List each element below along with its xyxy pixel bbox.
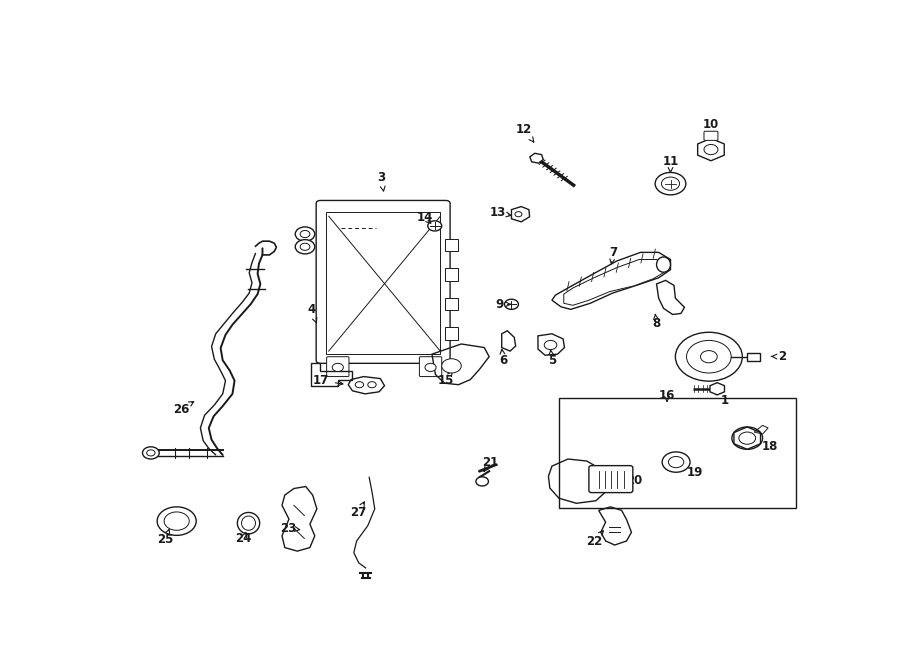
Circle shape [425,364,436,371]
Circle shape [442,359,461,373]
FancyBboxPatch shape [326,212,440,354]
Bar [446,268,458,281]
Polygon shape [530,153,544,163]
FancyBboxPatch shape [316,200,450,364]
FancyBboxPatch shape [419,357,442,377]
Circle shape [295,227,315,241]
Circle shape [368,381,376,388]
Circle shape [732,427,762,449]
Bar [747,352,760,361]
Text: 26: 26 [173,402,194,416]
Text: 19: 19 [680,464,703,479]
Circle shape [515,212,522,217]
Text: 22: 22 [586,531,603,548]
Circle shape [300,231,310,237]
Circle shape [164,512,189,530]
Circle shape [300,243,310,251]
Text: 24: 24 [236,532,252,545]
Circle shape [704,145,718,155]
Circle shape [142,447,159,459]
Text: 21: 21 [482,455,499,471]
Circle shape [505,299,518,309]
Text: 27: 27 [350,502,366,520]
FancyBboxPatch shape [327,357,349,377]
Text: 10: 10 [703,118,719,138]
Bar [446,327,458,340]
Polygon shape [698,138,724,161]
Circle shape [739,432,756,444]
Text: 20: 20 [618,473,643,487]
Text: 25: 25 [157,529,173,547]
Circle shape [158,507,196,535]
Circle shape [700,350,717,363]
Circle shape [662,177,680,190]
Text: 11: 11 [662,155,679,173]
Text: 8: 8 [652,314,661,330]
Circle shape [476,477,489,486]
Circle shape [147,450,155,456]
FancyBboxPatch shape [589,465,633,492]
Text: 12: 12 [516,123,534,142]
Circle shape [295,240,315,254]
Text: 14: 14 [417,212,433,224]
Text: 15: 15 [437,371,454,387]
Circle shape [332,364,344,371]
Ellipse shape [238,512,260,534]
Circle shape [655,173,686,195]
Circle shape [544,340,557,350]
Text: 9: 9 [496,298,511,311]
Polygon shape [710,383,724,395]
Circle shape [687,340,731,373]
Text: 1: 1 [715,390,729,407]
Text: 2: 2 [771,350,787,363]
Text: 4: 4 [307,303,317,323]
Text: 5: 5 [548,350,556,367]
Text: 13: 13 [490,206,511,219]
Text: 3: 3 [377,171,385,191]
Bar [446,297,458,311]
Circle shape [428,221,442,231]
Polygon shape [563,260,663,305]
Text: 7: 7 [609,246,617,264]
Circle shape [675,332,742,381]
Ellipse shape [241,516,256,530]
Text: 6: 6 [499,349,508,367]
Circle shape [356,381,364,388]
Text: 17: 17 [312,374,343,387]
Text: 18: 18 [754,438,778,453]
FancyBboxPatch shape [704,132,718,140]
Bar [559,399,796,508]
Text: 16: 16 [659,389,675,403]
Bar [446,239,458,251]
Ellipse shape [656,257,670,272]
Text: 23: 23 [280,522,300,535]
Circle shape [669,457,684,468]
Circle shape [662,452,690,472]
